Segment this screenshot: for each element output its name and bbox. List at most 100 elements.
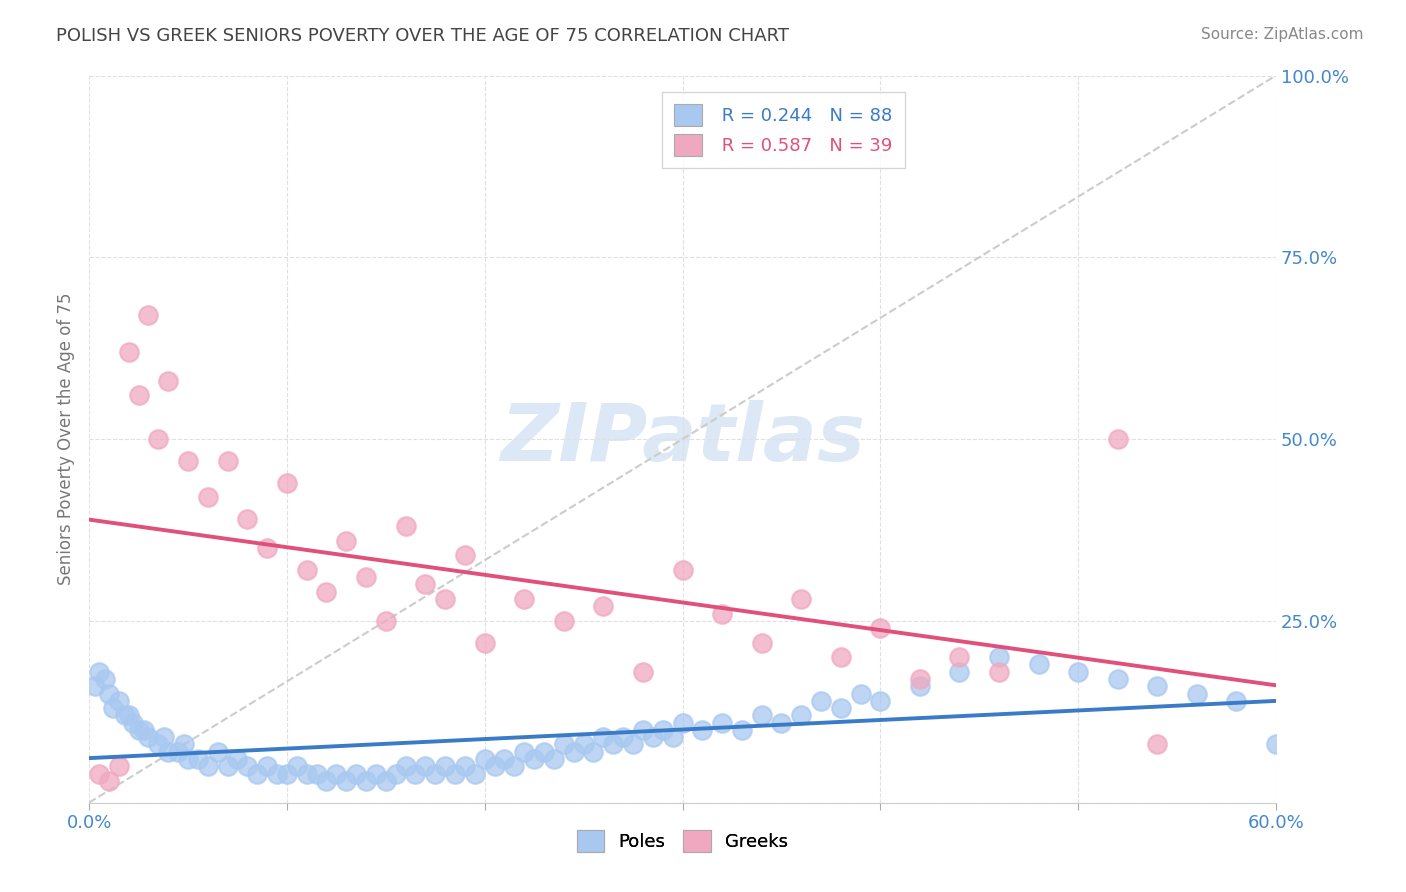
Point	[101, 701, 124, 715]
Point	[148, 738, 170, 752]
Point	[107, 694, 129, 708]
Point	[543, 752, 565, 766]
Point	[454, 549, 477, 563]
Point	[121, 715, 143, 730]
Point	[751, 708, 773, 723]
Point	[325, 766, 347, 780]
Point	[134, 723, 156, 737]
Text: POLISH VS GREEK SENIORS POVERTY OVER THE AGE OF 75 CORRELATION CHART: POLISH VS GREEK SENIORS POVERTY OVER THE…	[56, 27, 789, 45]
Point	[434, 592, 457, 607]
Point	[513, 745, 536, 759]
Point	[97, 687, 120, 701]
Legend: Poles, Greeks: Poles, Greeks	[569, 822, 796, 859]
Point	[138, 309, 160, 323]
Point	[1146, 738, 1168, 752]
Point	[661, 730, 683, 744]
Point	[810, 694, 832, 708]
Point	[1067, 665, 1090, 679]
Point	[207, 745, 229, 759]
Point	[197, 490, 219, 504]
Point	[553, 614, 575, 628]
Point	[1107, 672, 1129, 686]
Point	[869, 621, 891, 635]
Point	[464, 766, 486, 780]
Point	[117, 344, 139, 359]
Point	[1265, 738, 1288, 752]
Point	[711, 715, 734, 730]
Point	[711, 607, 734, 621]
Point	[335, 773, 357, 788]
Point	[153, 730, 176, 744]
Point	[671, 715, 693, 730]
Point	[553, 738, 575, 752]
Point	[236, 759, 259, 773]
Point	[354, 773, 377, 788]
Point	[84, 679, 107, 693]
Point	[148, 432, 170, 446]
Point	[790, 592, 813, 607]
Point	[612, 730, 634, 744]
Point	[631, 665, 654, 679]
Point	[621, 738, 644, 752]
Point	[849, 687, 872, 701]
Point	[384, 766, 406, 780]
Point	[869, 694, 891, 708]
Point	[394, 759, 416, 773]
Point	[770, 715, 793, 730]
Point	[582, 745, 605, 759]
Point	[107, 759, 129, 773]
Point	[671, 563, 693, 577]
Point	[187, 752, 209, 766]
Point	[236, 512, 259, 526]
Point	[157, 374, 180, 388]
Point	[256, 541, 278, 555]
Point	[503, 759, 526, 773]
Point	[117, 708, 139, 723]
Point	[523, 752, 546, 766]
Point	[295, 563, 318, 577]
Point	[295, 766, 318, 780]
Point	[217, 454, 239, 468]
Point	[374, 614, 396, 628]
Point	[157, 745, 180, 759]
Point	[197, 759, 219, 773]
Point	[474, 752, 496, 766]
Point	[454, 759, 477, 773]
Point	[276, 766, 298, 780]
Point	[494, 752, 516, 766]
Point	[1028, 657, 1050, 672]
Point	[908, 672, 931, 686]
Point	[484, 759, 506, 773]
Point	[830, 701, 852, 715]
Y-axis label: Seniors Poverty Over the Age of 75: Seniors Poverty Over the Age of 75	[58, 293, 75, 585]
Point	[988, 650, 1011, 665]
Point	[394, 519, 416, 533]
Point	[305, 766, 328, 780]
Point	[1185, 687, 1208, 701]
Point	[364, 766, 387, 780]
Point	[128, 723, 150, 737]
Point	[474, 635, 496, 649]
Point	[138, 730, 160, 744]
Point	[592, 730, 614, 744]
Text: ZIPatlas: ZIPatlas	[501, 400, 865, 478]
Point	[830, 650, 852, 665]
Point	[256, 759, 278, 773]
Point	[1146, 679, 1168, 693]
Point	[217, 759, 239, 773]
Point	[592, 599, 614, 614]
Point	[404, 766, 426, 780]
Point	[285, 759, 308, 773]
Point	[415, 577, 437, 591]
Point	[315, 584, 337, 599]
Point	[335, 533, 357, 548]
Point	[344, 766, 367, 780]
Point	[276, 475, 298, 490]
Point	[533, 745, 555, 759]
Point	[246, 766, 269, 780]
Point	[97, 773, 120, 788]
Text: Source: ZipAtlas.com: Source: ZipAtlas.com	[1201, 27, 1364, 42]
Point	[354, 570, 377, 584]
Point	[177, 454, 200, 468]
Point	[444, 766, 467, 780]
